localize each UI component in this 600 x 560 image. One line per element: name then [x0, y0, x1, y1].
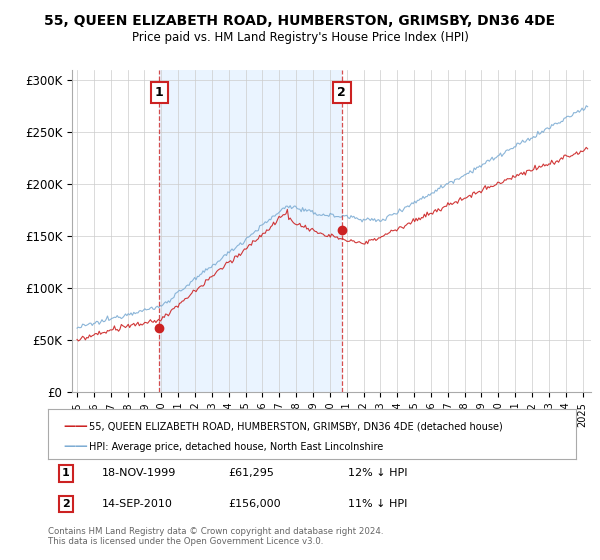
Text: £156,000: £156,000 [228, 499, 281, 509]
Text: ——: —— [63, 440, 88, 454]
Text: Price paid vs. HM Land Registry's House Price Index (HPI): Price paid vs. HM Land Registry's House … [131, 31, 469, 44]
Text: 2: 2 [337, 86, 346, 99]
Text: 55, QUEEN ELIZABETH ROAD, HUMBERSTON, GRIMSBY, DN36 4DE (detached house): 55, QUEEN ELIZABETH ROAD, HUMBERSTON, GR… [89, 422, 503, 432]
Text: 2: 2 [62, 499, 70, 509]
Text: 12% ↓ HPI: 12% ↓ HPI [348, 468, 407, 478]
Text: Contains HM Land Registry data © Crown copyright and database right 2024.
This d: Contains HM Land Registry data © Crown c… [48, 526, 383, 546]
Text: HPI: Average price, detached house, North East Lincolnshire: HPI: Average price, detached house, Nort… [89, 442, 383, 452]
Text: 18-NOV-1999: 18-NOV-1999 [102, 468, 176, 478]
Text: 14-SEP-2010: 14-SEP-2010 [102, 499, 173, 509]
Bar [159, 70, 342, 392]
Text: £61,295: £61,295 [228, 468, 274, 478]
Text: ——: —— [63, 420, 88, 433]
Text: 55, QUEEN ELIZABETH ROAD, HUMBERSTON, GRIMSBY, DN36 4DE: 55, QUEEN ELIZABETH ROAD, HUMBERSTON, GR… [44, 14, 556, 28]
Text: 11% ↓ HPI: 11% ↓ HPI [348, 499, 407, 509]
Text: 1: 1 [62, 468, 70, 478]
Text: 1: 1 [155, 86, 164, 99]
